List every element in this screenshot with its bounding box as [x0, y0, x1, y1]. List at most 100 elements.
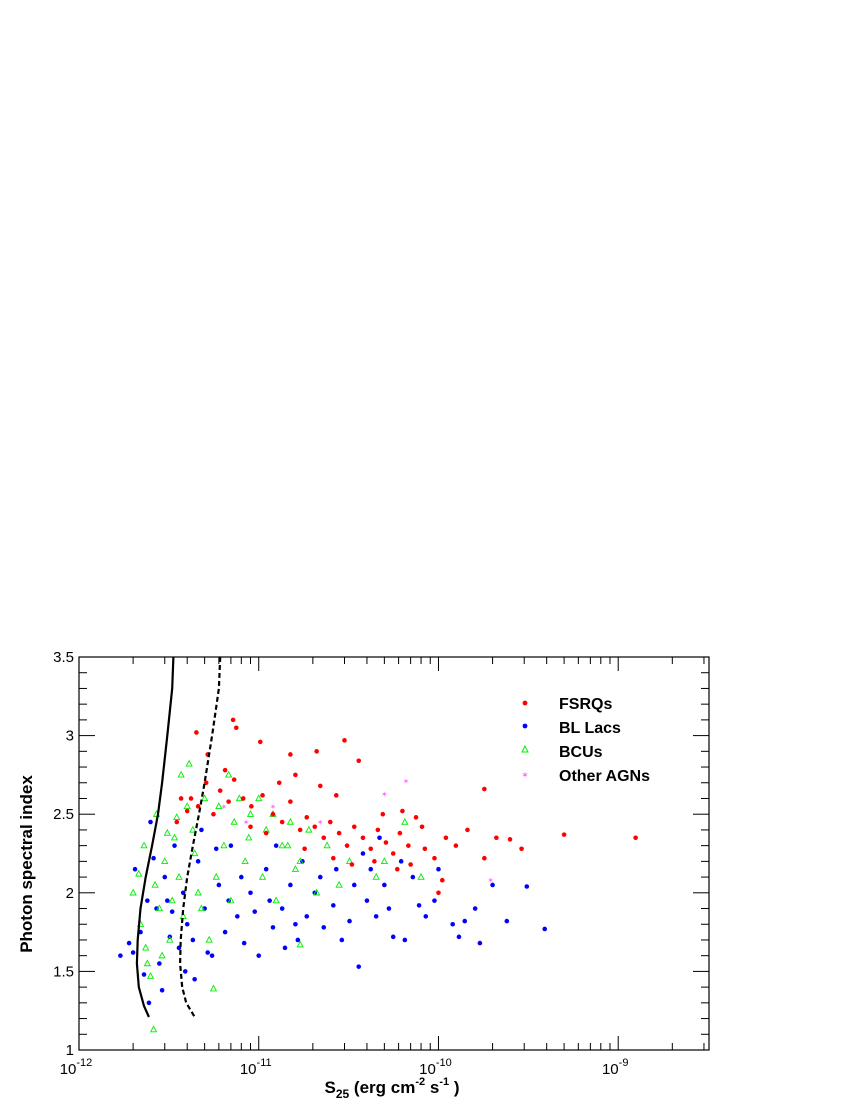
point-fsrqs [260, 793, 265, 798]
point-bcus [161, 857, 169, 865]
x-axis-title: S25 (erg cm-2 s-1 ) [325, 1076, 460, 1100]
point-bcus [284, 841, 292, 849]
point-other-agns: ✶ [403, 777, 410, 786]
x-tick-label: 10-9 [602, 1057, 628, 1078]
point-bl-lacs [159, 987, 165, 993]
point-bl-lacs [130, 950, 136, 955]
point-fsrqs [249, 804, 254, 809]
point-bcus [227, 896, 235, 904]
point-bcus [143, 959, 151, 967]
legend-entry-bcus: BCUs [521, 744, 603, 761]
point-bl-lacs [148, 819, 153, 825]
point-bl-lacs [252, 909, 258, 914]
point-fsrqs [342, 738, 347, 743]
point-other-agns: ✶ [381, 790, 388, 799]
point-bcus [200, 794, 209, 802]
point-bcus [189, 825, 197, 833]
point-bcus [155, 904, 164, 912]
legend-label-bl-lacs: BL Lacs [559, 720, 621, 737]
point-fsrqs [453, 843, 459, 848]
point-bcus [163, 828, 171, 836]
point-bcus [305, 825, 313, 833]
point-bcus [170, 833, 179, 841]
point-bcus [173, 813, 181, 820]
sensitivity-curves [135, 656, 222, 1018]
point-bl-lacs [146, 1000, 152, 1006]
point-bcus [401, 817, 409, 825]
point-bcus [245, 833, 253, 841]
point-fsrqs [380, 811, 386, 817]
point-bcus [149, 1025, 158, 1033]
point-fsrqs [422, 846, 428, 852]
point-bcus [142, 943, 150, 951]
point-bcus [372, 872, 380, 880]
point-bl-lacs [118, 953, 123, 958]
point-bcus [335, 880, 343, 888]
point-bcus [209, 984, 218, 992]
point-bcus [286, 817, 295, 825]
point-bcus [296, 940, 304, 948]
point-bl-lacs [436, 866, 441, 872]
point-bcus [212, 872, 220, 880]
point-fsrqs [230, 717, 236, 723]
point-fsrqs [279, 819, 285, 825]
point-bl-lacs [364, 898, 370, 903]
point-bcus [194, 888, 202, 896]
point-bl-lacs [263, 866, 269, 872]
point-bcus [220, 841, 228, 849]
point-other-agns: ✶ [487, 876, 494, 885]
point-bl-lacs [199, 827, 204, 833]
point-bl-lacs [472, 906, 478, 911]
legend-marker-fsrqs [522, 700, 528, 706]
point-bcus [224, 770, 233, 778]
point-fsrqs [211, 811, 216, 817]
point-fsrqs [383, 840, 389, 845]
legend-label-fsrqs: FSRQs [559, 696, 612, 713]
point-bcus [272, 896, 280, 904]
point-bcus [158, 951, 166, 959]
point-fsrqs [519, 846, 524, 852]
point-bl-lacs [279, 906, 285, 911]
point-bl-lacs [132, 866, 138, 872]
point-fsrqs [372, 859, 377, 864]
point-bcus [175, 872, 183, 880]
point-fsrqs [439, 877, 445, 883]
y-tick-label: 1 [66, 1042, 74, 1059]
point-bl-lacs [304, 914, 310, 919]
point-bl-lacs [382, 882, 387, 888]
axes: 10-12 10-11 10-10 10-9 1 1.5 2 2.5 3 3.5 [53, 649, 709, 1078]
point-bl-lacs [190, 937, 196, 943]
point-bcus [135, 869, 143, 877]
point-bl-lacs [180, 890, 186, 896]
point-bcus [417, 872, 425, 880]
legend-marker-bcus [521, 744, 529, 753]
point-bl-lacs [351, 882, 357, 888]
point-bcus [151, 880, 159, 888]
point-fsrqs [408, 862, 413, 867]
legend-entry-fsrqs: FSRQs [522, 696, 612, 713]
point-bcus [312, 888, 321, 896]
point-bcus [345, 857, 354, 865]
point-bl-lacs [235, 914, 240, 919]
point-bcus [258, 872, 267, 880]
solid-curve [135, 656, 175, 1018]
dashed-curve [178, 656, 222, 1018]
point-bl-lacs [377, 835, 382, 841]
point-fsrqs [406, 843, 411, 848]
point-bl-lacs [339, 937, 345, 943]
point-fsrqs [327, 819, 333, 825]
point-fsrqs [344, 843, 350, 848]
point-bl-lacs [182, 969, 188, 974]
point-fsrqs [293, 772, 298, 778]
point-bl-lacs [331, 903, 336, 908]
point-bcus [129, 888, 137, 896]
point-fsrqs [482, 855, 487, 861]
point-bl-lacs [282, 945, 288, 951]
point-fsrqs [390, 851, 396, 856]
point-bl-lacs [195, 859, 201, 864]
point-bl-lacs [432, 898, 437, 903]
point-bl-lacs [321, 925, 327, 930]
point-bcus [246, 810, 255, 817]
point-fsrqs [349, 862, 355, 867]
point-fsrqs [436, 890, 441, 896]
